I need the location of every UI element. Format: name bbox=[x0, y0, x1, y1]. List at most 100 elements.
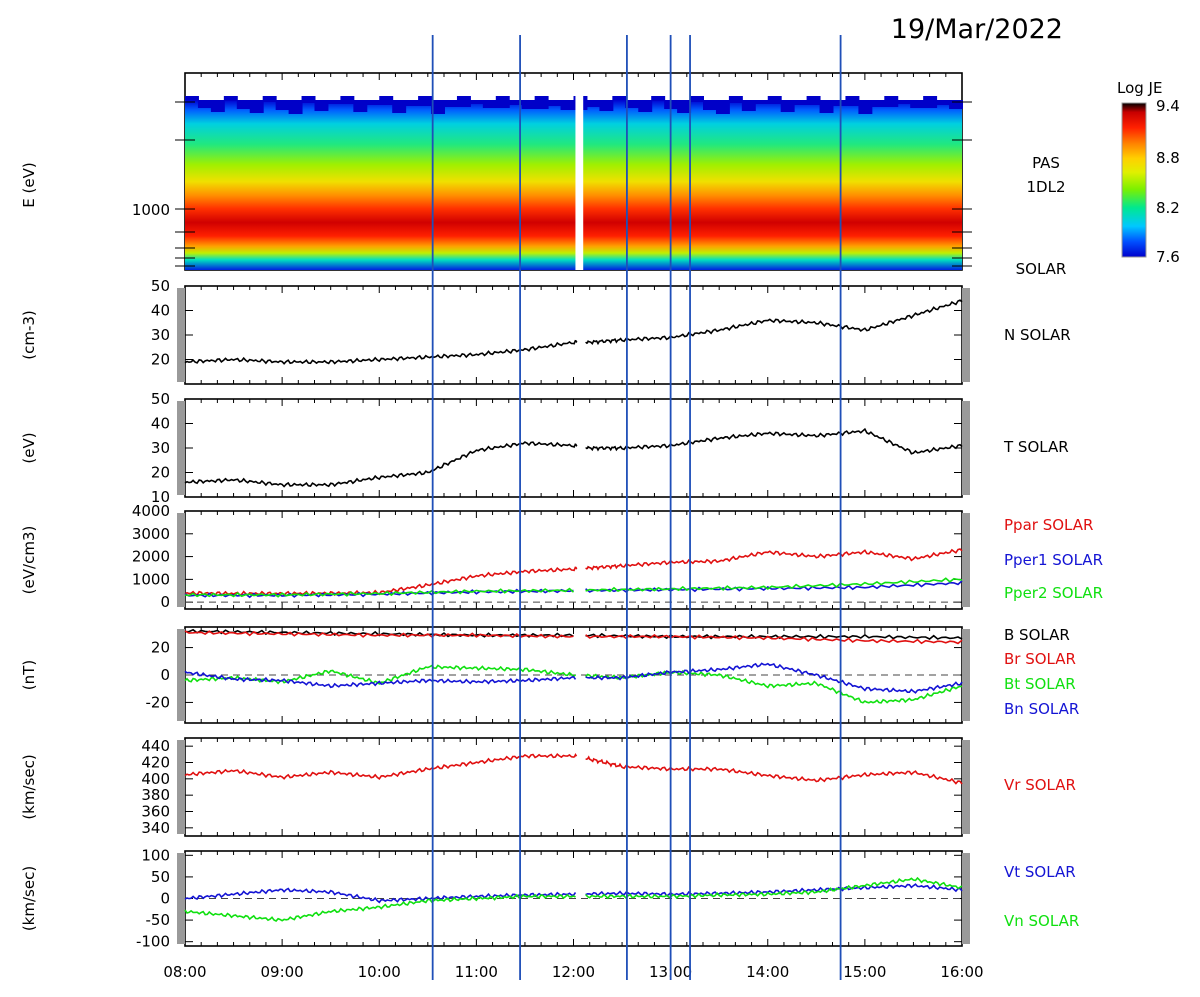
density-side-band bbox=[177, 288, 185, 382]
radial-velocity-ytick: 380 bbox=[141, 786, 170, 804]
spectrogram-edge bbox=[949, 100, 963, 109]
time-tick-label: 12:00 bbox=[552, 963, 595, 981]
temperature-ytick: 40 bbox=[151, 415, 170, 433]
time-tick-label: 09:00 bbox=[261, 963, 304, 981]
pressure-series-line bbox=[184, 577, 963, 598]
spectrogram-edge bbox=[871, 100, 886, 107]
spectrogram-edge bbox=[858, 100, 873, 114]
pressure-legend-entry: Pper1 SOLAR bbox=[1004, 551, 1103, 569]
radial-velocity-ytick: 360 bbox=[141, 803, 170, 821]
density-ytick: 40 bbox=[151, 302, 170, 320]
temperature-ytick: 20 bbox=[151, 464, 170, 482]
transverse-velocity-series-line bbox=[184, 883, 963, 904]
spectrogram-edge bbox=[819, 100, 834, 113]
spectrogram-edge bbox=[392, 100, 407, 113]
colorbar-tick: 8.2 bbox=[1156, 199, 1180, 217]
spectrogram-edge bbox=[832, 100, 847, 106]
colorbar-ramp bbox=[1121, 102, 1147, 258]
spectrogram-edge bbox=[728, 96, 743, 103]
spectrogram-edge bbox=[249, 100, 264, 113]
spectrogram-edge bbox=[495, 96, 510, 108]
time-axis: 08:00 09:00 10:00 11:00 12:00 13:00 14:00 15:00… bbox=[163, 963, 983, 981]
pressure-ytick: 2000 bbox=[132, 548, 170, 566]
time-tick-label: 11:00 bbox=[455, 963, 498, 981]
magnetic-field-side-band bbox=[962, 629, 970, 721]
temperature-side-band bbox=[962, 401, 970, 495]
temperature-series-line bbox=[184, 427, 963, 488]
spectrogram-edge bbox=[353, 100, 368, 112]
spectrogram-edge bbox=[469, 100, 484, 104]
transverse-velocity-ytick: -50 bbox=[146, 911, 171, 929]
magnetic-field-series-line bbox=[184, 630, 963, 645]
magnetic-field-frame: -20 0 20 B SOLAR Br SOLAR Bt SOLAR Bn SOLAR bbox=[146, 626, 1079, 724]
spectrogram-edge bbox=[444, 100, 458, 107]
spectrogram-edge bbox=[651, 96, 666, 101]
radial-velocity-side-band bbox=[962, 740, 970, 834]
magnetic-field-ytick: 0 bbox=[160, 666, 170, 684]
spectrogram-edge bbox=[936, 100, 951, 105]
transverse-velocity-ytick: 50 bbox=[151, 868, 170, 886]
spectrogram-edge bbox=[806, 96, 821, 105]
temperature-side-band bbox=[177, 401, 185, 495]
pressure-ytick: 4000 bbox=[132, 502, 170, 520]
spectrogram-edge bbox=[703, 100, 717, 110]
spectrogram-edge bbox=[638, 100, 653, 112]
transverse-velocity-ytick: 0 bbox=[160, 890, 170, 908]
pressure-ytick: 0 bbox=[160, 593, 170, 611]
magnetic-field-series-line bbox=[184, 662, 963, 694]
density-legend-entry: N SOLAR bbox=[1004, 326, 1071, 344]
spectrogram-edge bbox=[223, 96, 238, 101]
spectrogram-edge bbox=[612, 96, 627, 100]
magnetic-field-ytick: 20 bbox=[151, 639, 170, 657]
temperature-ylabel: (eV) bbox=[20, 432, 38, 463]
transverse-velocity-frame: -100 -50 0 50 100 Vt SOLAR Vn SOLAR bbox=[136, 846, 1079, 950]
spectrogram-edge bbox=[275, 100, 290, 110]
magnetic-field-ytick: -20 bbox=[146, 693, 171, 711]
transverse-velocity-ylabel: (km/sec) bbox=[20, 866, 38, 931]
spectrogram-edge bbox=[508, 100, 523, 105]
transverse-velocity-side-band bbox=[177, 853, 185, 944]
time-tick-label: 14:00 bbox=[746, 963, 789, 981]
pressure-side-band bbox=[177, 513, 185, 607]
spectrogram-edge bbox=[366, 100, 381, 105]
magnetic-field-ylabel: (nT) bbox=[20, 660, 38, 690]
transverse-velocity-side-band bbox=[962, 853, 970, 944]
spectrogram-edge bbox=[897, 100, 912, 104]
pressure-ylabel: (eV/cm3) bbox=[20, 526, 38, 595]
pressure-legend-entry: Pper2 SOLAR bbox=[1004, 584, 1103, 602]
radial-velocity-series-line bbox=[184, 752, 963, 785]
pressure-legend-entry: Ppar SOLAR bbox=[1004, 516, 1093, 534]
spectrogram-ylabel: E (eV) bbox=[20, 162, 38, 207]
spectrogram-edge bbox=[910, 100, 925, 108]
figure-title: 19/Mar/2022 bbox=[891, 14, 1063, 45]
transverse-velocity-legend-entry: Vn SOLAR bbox=[1004, 912, 1079, 930]
spectrogram-edge bbox=[677, 100, 692, 113]
pressure-ytick: 1000 bbox=[132, 570, 170, 588]
spectrogram-edge bbox=[780, 100, 795, 112]
spectrogram-edge bbox=[586, 100, 601, 107]
density-ytick: 20 bbox=[151, 351, 170, 369]
density-series-line bbox=[184, 299, 963, 365]
spectrogram-edge bbox=[379, 96, 394, 105]
radial-velocity-ytick: 420 bbox=[141, 754, 170, 772]
spectrogram-edge bbox=[482, 100, 497, 108]
spectrogram-frame: 1000 PAS 1DL2 SOLAR bbox=[132, 72, 1066, 278]
time-tick-label: 16:00 bbox=[940, 963, 983, 981]
spectrogram-edge bbox=[288, 100, 303, 114]
spectrogram-edge bbox=[431, 100, 445, 114]
spectrogram-edge bbox=[715, 100, 730, 114]
magnetic-field-legend-entry: Bn SOLAR bbox=[1004, 700, 1079, 718]
colorbar-tick: 9.4 bbox=[1156, 97, 1180, 115]
spectrogram-edge bbox=[314, 100, 329, 111]
spectrogram-edge bbox=[456, 96, 471, 107]
time-tick-label: 08:00 bbox=[163, 963, 206, 981]
magnetic-field-legend-entry: Bt SOLAR bbox=[1004, 675, 1076, 693]
colorbar-title: Log JE bbox=[1117, 79, 1162, 97]
spectrogram-edge bbox=[599, 100, 614, 111]
radial-velocity-legend-entry: Vr SOLAR bbox=[1004, 776, 1076, 794]
spectrogram-edge bbox=[741, 100, 756, 111]
magnetic-field-legend-entry: Br SOLAR bbox=[1004, 650, 1076, 668]
spectrogram-edge bbox=[185, 96, 199, 100]
